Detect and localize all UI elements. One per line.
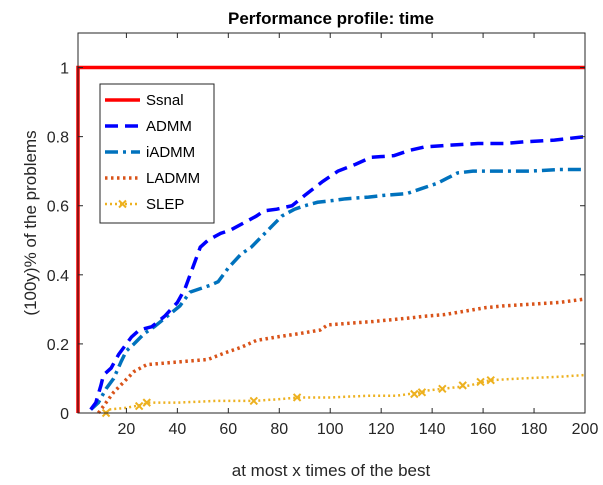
series-marker-slep xyxy=(292,393,302,402)
x-tick-label: 200 xyxy=(572,421,599,438)
x-tick-label: 20 xyxy=(118,421,136,438)
series-marker-slep xyxy=(486,375,495,385)
y-tick-label: 0.4 xyxy=(47,268,69,285)
series-marker-slep xyxy=(410,389,419,399)
series-marker-slep xyxy=(438,384,447,394)
ticks-layer: 20 40 60 80 100 120 140 160 180 200 0 0.2 0.4 0.6 0.8 1 xyxy=(47,33,599,438)
series-line-ladmm xyxy=(96,297,586,415)
series-marker-slep xyxy=(476,377,485,387)
x-tick-label: 160 xyxy=(470,421,497,438)
legend-label-iadmm: iADMM xyxy=(146,144,195,161)
legend-marker-slep xyxy=(118,199,127,209)
x-tick-label: 40 xyxy=(168,421,186,438)
x-axis-label: at most x times of the best xyxy=(232,461,431,480)
series-marker-slep xyxy=(458,381,467,390)
y-tick-label: 1 xyxy=(60,61,69,78)
series-line-admm xyxy=(89,134,586,411)
x-tick-label: 180 xyxy=(521,421,548,438)
y-axis-label: (100y)% of the problems xyxy=(21,130,40,315)
x-tick-label: 140 xyxy=(419,421,446,438)
x-tick-label: 80 xyxy=(270,421,288,438)
x-tick-label: 120 xyxy=(368,421,395,438)
legend-box xyxy=(99,83,215,224)
x-tick-label: 100 xyxy=(317,421,344,438)
legend-label-slep: SLEP xyxy=(146,196,184,213)
series-marker-slep xyxy=(134,401,144,411)
series-marker-slep xyxy=(417,388,427,397)
y-tick-label: 0.8 xyxy=(47,130,69,147)
series-marker-slep xyxy=(249,396,259,406)
legend-label-ssnal: Ssnal xyxy=(146,92,184,109)
legend-label-admm: ADMM xyxy=(146,118,192,135)
y-tick-label: 0.2 xyxy=(47,337,69,354)
plot-frame xyxy=(77,32,586,414)
legend-label-ladmm: LADMM xyxy=(146,170,200,187)
legend: Ssnal ADMM iADMM LADMM SLEP xyxy=(99,83,215,224)
legend-items: Ssnal ADMM iADMM LADMM SLEP xyxy=(105,92,200,213)
chart-title: Performance profile: time xyxy=(228,9,434,28)
y-tick-label: 0 xyxy=(60,406,69,423)
y-tick-label: 0.6 xyxy=(47,199,69,216)
series-marker-slep xyxy=(142,398,151,407)
series-line-iadmm xyxy=(89,167,585,411)
x-tick-label: 60 xyxy=(219,421,237,438)
